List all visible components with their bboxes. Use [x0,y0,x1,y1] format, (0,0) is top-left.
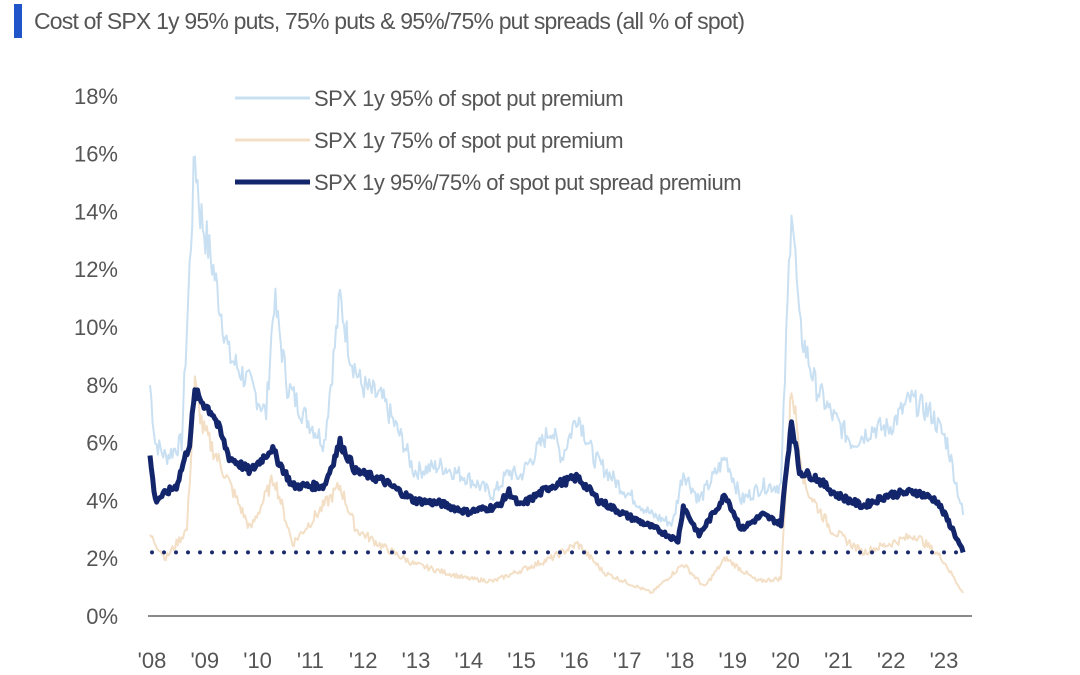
x-axis-ticks: '08 '09 '10 '11 '12 '13 '14 '15 '16 '17 '18 '19 '20 '… [138,648,959,673]
y-tick-label: 0% [86,604,118,629]
legend-label-0: SPX 1y 95% of spot put premium [314,86,623,111]
y-tick-label: 12% [74,257,118,282]
x-tick-label: '10 [243,648,272,673]
x-tick-label: '14 [454,648,483,673]
x-tick-label: '13 [402,648,431,673]
x-tick-label: '08 [138,648,167,673]
title-accent-bar [14,4,22,38]
series-line-2 [147,387,966,554]
x-tick-label: '17 [613,648,642,673]
x-tick-label: '22 [877,648,906,673]
x-tick-label: '11 [297,648,324,673]
legend-label-1: SPX 1y 75% of spot put premium [314,128,623,153]
series-line-1 [149,375,964,594]
x-tick-label: '19 [718,648,747,673]
chart-title-bar: Cost of SPX 1y 95% puts, 75% puts & 95%/… [14,4,745,38]
x-tick-label: '23 [930,648,959,673]
chart-title: Cost of SPX 1y 95% puts, 75% puts & 95%/… [34,7,745,34]
legend: SPX 1y 95% of spot put premium SPX 1y 75%… [235,86,742,195]
series-line-0 [149,155,965,527]
y-tick-label: 2% [86,546,118,571]
x-tick-label: '18 [666,648,695,673]
legend-label-2: SPX 1y 95%/75% of spot put spread premiu… [314,170,741,195]
y-tick-label: 6% [86,431,118,456]
x-tick-label: '16 [560,648,589,673]
x-tick-label: '20 [771,648,800,673]
x-tick-label: '12 [349,648,378,673]
series-group [147,155,967,594]
x-tick-label: '21 [824,648,853,673]
y-tick-label: 18% [74,84,118,109]
y-tick-label: 4% [86,488,118,513]
y-tick-label: 8% [86,373,118,398]
y-axis-ticks: 0% 2% 4% 6% 8% 10% 12% 14% 16% 18% [74,84,118,629]
x-tick-label: '09 [190,648,219,673]
y-tick-label: 10% [74,315,118,340]
x-tick-label: '15 [507,648,536,673]
y-tick-label: 16% [74,142,118,167]
y-tick-label: 14% [74,199,118,224]
